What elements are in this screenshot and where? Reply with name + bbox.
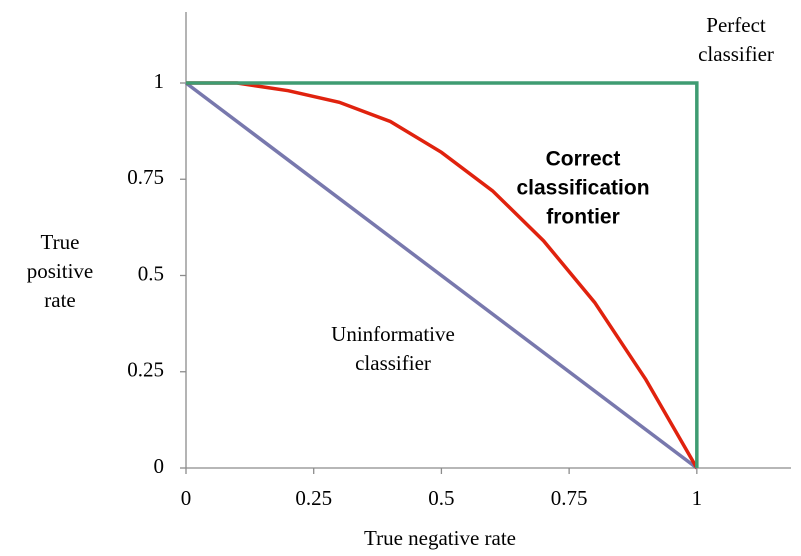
y-tick-label: 0.25 [127,358,164,382]
series-line [184,81,698,470]
x-axis-label: True negative rate [364,526,516,550]
y-tick-label: 0 [154,454,165,478]
y-tick-label: 0.75 [127,165,164,189]
series-line [186,81,699,469]
x-tick-label: 0.5 [428,486,454,510]
annotation: classification [516,177,649,200]
annotation: Uninformative [331,322,455,346]
y-axis-label: True [41,230,80,254]
y-tick-label: 0.5 [138,261,164,285]
y-tick-label: 1 [154,69,165,93]
y-axis-label: positive [27,259,94,283]
y-axis-label: rate [44,288,75,312]
annotation: classifier [698,42,774,66]
annotation: Correct [546,148,621,171]
x-tick-label: 0.75 [551,486,588,510]
x-tick-label: 0.25 [295,486,332,510]
annotation: Perfect [706,13,766,37]
x-tick-label: 1 [692,486,703,510]
annotation: classifier [355,351,431,375]
annotation: frontier [546,206,620,229]
x-tick-label: 0 [181,486,192,510]
series-line [186,81,699,468]
